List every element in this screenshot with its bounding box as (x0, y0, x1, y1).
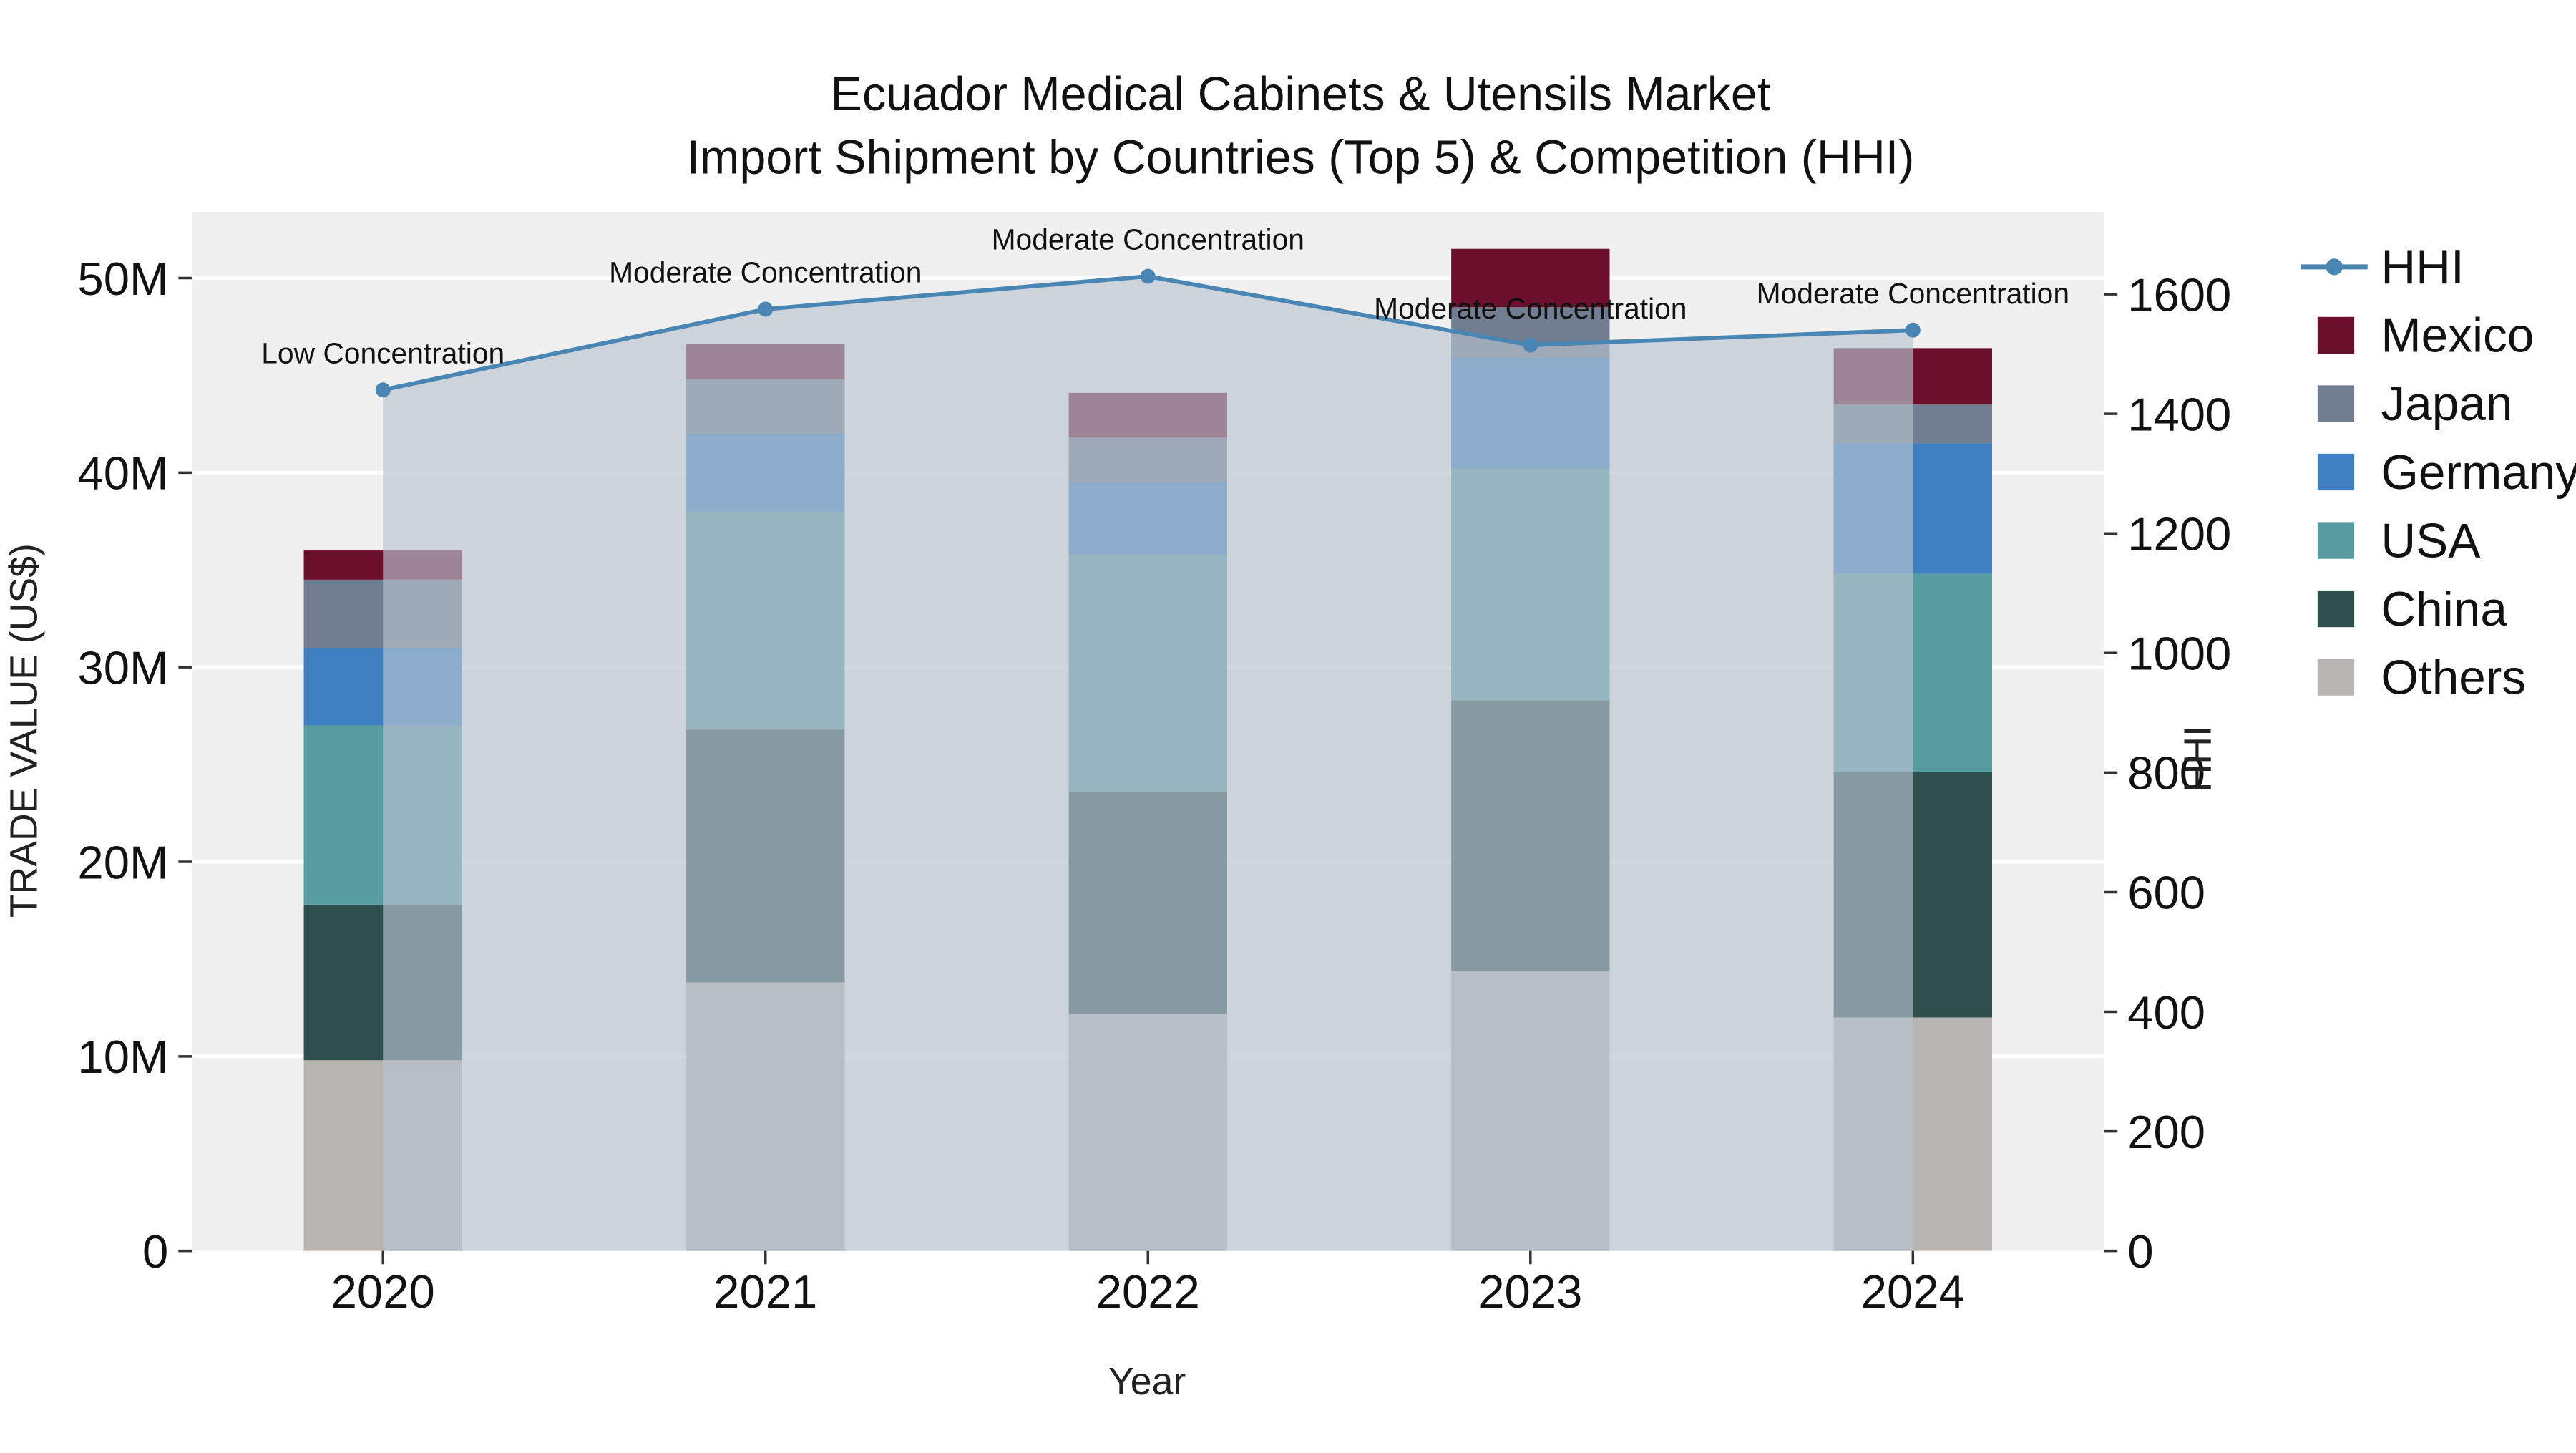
legend-swatch (2317, 385, 2355, 422)
legend-swatch (2317, 453, 2355, 491)
y-right-tick-label: 200 (2127, 1106, 2205, 1158)
y-left-tick-label: 50M (77, 253, 168, 305)
y-axis-title-right: HHI (2177, 726, 2220, 792)
legend-label: Mexico (2381, 309, 2534, 363)
legend-item-germany[interactable]: Germany (2317, 446, 2576, 500)
legend-swatch (2317, 316, 2355, 354)
y-right-tick-label: 1600 (2127, 268, 2231, 321)
plot-area: Low Concentration Moderate Concentration M… (77, 211, 2231, 1318)
hhi-area (383, 276, 1913, 1251)
annotation-2023: Moderate Concentration (1374, 292, 1687, 325)
legend-item-usa[interactable]: USA (2317, 514, 2480, 568)
hhi-marker-2020 (375, 382, 391, 398)
legend-item-hhi[interactable]: HHI (2301, 240, 2464, 294)
y-right-tick-label: 800 (2127, 747, 2205, 800)
legend-item-japan[interactable]: Japan (2317, 377, 2513, 431)
legend-item-others[interactable]: Others (2317, 651, 2526, 704)
legend-swatch (2317, 590, 2355, 628)
legend-item-mexico[interactable]: Mexico (2317, 309, 2534, 363)
legend-label: Others (2381, 651, 2526, 704)
hhi-marker-2024 (1905, 322, 1921, 338)
y-left-tick-label: 20M (77, 836, 168, 888)
y-left-tick-label: 40M (77, 447, 168, 500)
x-tick-label-2024: 2024 (1861, 1265, 1965, 1318)
legend-label: USA (2381, 514, 2480, 568)
y-right-tick-label: 1200 (2127, 508, 2231, 560)
legend-label: China (2381, 583, 2507, 636)
chart-title-line1: Ecuador Medical Cabinets & Utensils Mark… (831, 68, 1771, 121)
annotation-2022: Moderate Concentration (992, 223, 1304, 256)
legend-label: Japan (2381, 377, 2512, 431)
y-left-tick-label: 0 (142, 1225, 168, 1278)
hhi-marker-2023 (1523, 337, 1538, 353)
annotation-2020: Low Concentration (261, 336, 504, 369)
legend-swatch (2317, 659, 2355, 696)
x-axis-title: Year (1108, 1360, 1186, 1403)
x-tick-label-2020: 2020 (331, 1265, 435, 1318)
x-tick-label-2021: 2021 (713, 1265, 817, 1318)
y-right-tick-label: 0 (2127, 1225, 2153, 1278)
y-right-tick-label: 1000 (2127, 628, 2231, 680)
hhi-marker-2021 (758, 301, 774, 317)
legend: HHI Mexico Japan Germany USA China Others (2301, 240, 2576, 704)
y-right-tick-label: 400 (2127, 986, 2205, 1039)
annotation-2024: Moderate Concentration (1757, 277, 2069, 310)
legend-label: Germany (2381, 446, 2576, 500)
legend-line-marker (2326, 258, 2343, 276)
hhi-marker-2022 (1140, 268, 1156, 284)
y-right-tick-label: 600 (2127, 867, 2205, 919)
y-left-tick-label: 10M (77, 1031, 168, 1083)
legend-item-china[interactable]: China (2317, 583, 2507, 636)
annotation-2021: Moderate Concentration (609, 256, 922, 289)
y-right-tick-label: 1400 (2127, 388, 2231, 440)
legend-label: HHI (2381, 240, 2464, 294)
x-tick-label-2023: 2023 (1478, 1265, 1582, 1318)
legend-swatch (2317, 522, 2355, 559)
y-left-tick-label: 30M (77, 641, 168, 694)
bar-segment-mexico-2023 (1451, 248, 1610, 308)
x-tick-label-2022: 2022 (1096, 1265, 1200, 1318)
y-axis-title-left: TRADE VALUE (US$) (2, 543, 45, 918)
chart-title-line2: Import Shipment by Countries (Top 5) & C… (687, 131, 1915, 184)
